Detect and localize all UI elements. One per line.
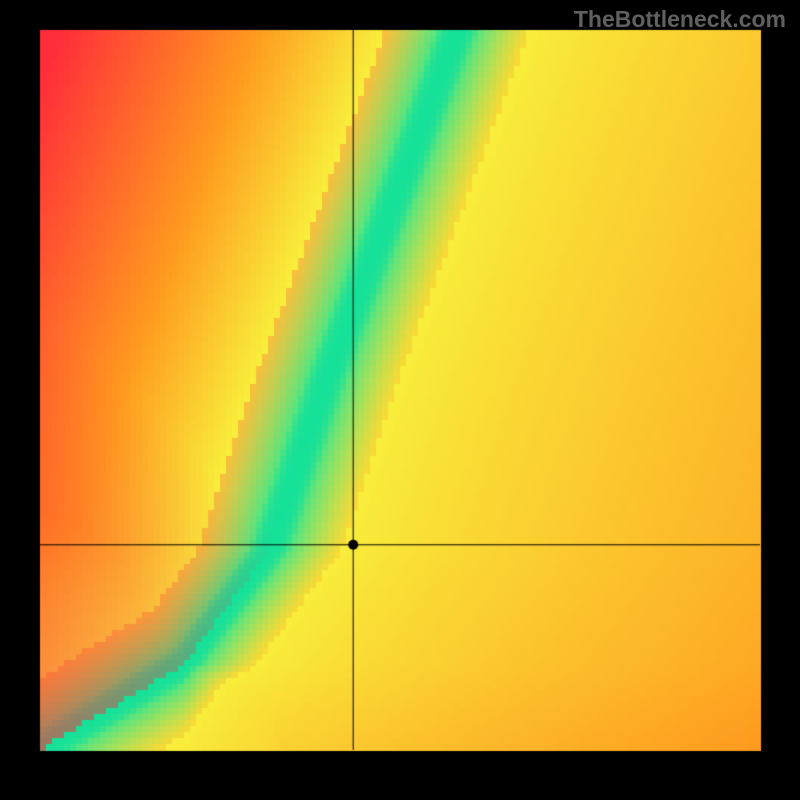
- chart-root: TheBottleneck.com: [0, 0, 800, 800]
- watermark-text: TheBottleneck.com: [574, 6, 786, 33]
- bottleneck-heatmap: [0, 0, 800, 800]
